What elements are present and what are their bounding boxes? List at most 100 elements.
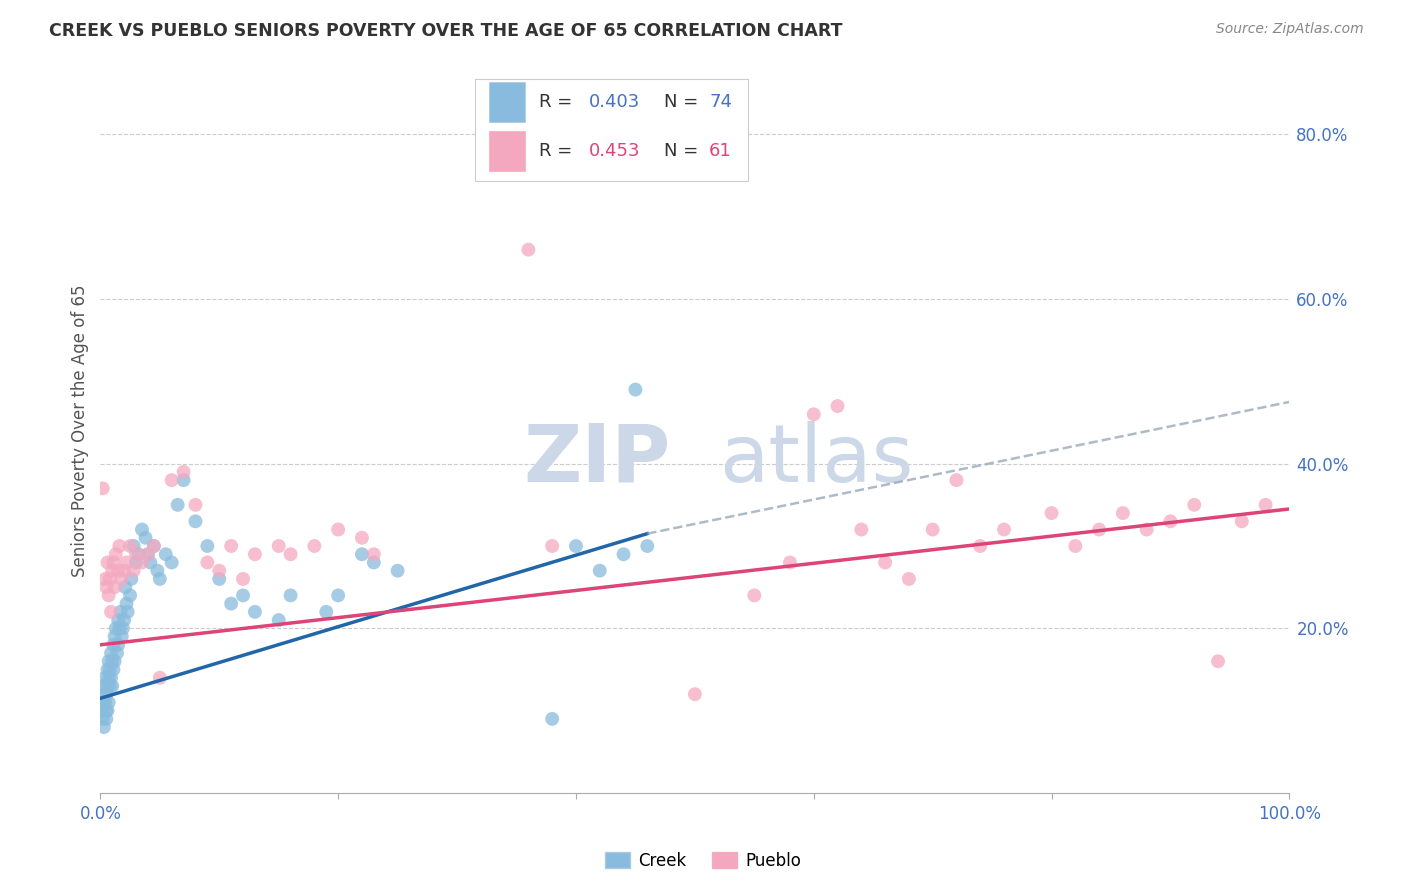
Point (1112, 506, 1135, 520)
Text: ZIP: ZIP (524, 421, 671, 499)
Point (969, 539, 991, 553)
Point (208, 564, 231, 578)
Point (328, 523, 350, 537)
Point (120, 572, 142, 586)
Point (101, 564, 124, 578)
Point (93, 679, 115, 693)
Point (100, 671, 122, 685)
Point (125, 556, 148, 570)
Point (97, 671, 120, 685)
Point (101, 654, 124, 668)
Point (96, 704, 118, 718)
Point (108, 539, 131, 553)
Point (280, 588, 302, 602)
Point (1040, 506, 1063, 520)
Point (98, 679, 121, 693)
Y-axis label: Seniors Poverty Over the Age of 65: Seniors Poverty Over the Age of 65 (72, 285, 89, 577)
Point (517, 243, 540, 257)
Point (683, 687, 706, 701)
Text: 61: 61 (709, 142, 733, 160)
Point (945, 473, 967, 487)
Point (101, 679, 124, 693)
Point (541, 539, 564, 553)
Point (219, 597, 242, 611)
Point (125, 547, 148, 561)
Point (136, 547, 159, 561)
Point (1254, 498, 1277, 512)
Point (100, 605, 122, 619)
Point (111, 630, 134, 644)
Point (1159, 514, 1181, 528)
Point (173, 473, 195, 487)
Point (173, 465, 195, 479)
Point (135, 531, 157, 545)
Point (96, 679, 118, 693)
Point (363, 547, 385, 561)
Point (195, 539, 218, 553)
Point (565, 539, 588, 553)
Point (851, 523, 873, 537)
Point (827, 399, 849, 413)
Point (97, 695, 120, 709)
Point (104, 580, 127, 594)
Point (96, 663, 118, 677)
Point (122, 539, 145, 553)
Point (131, 523, 153, 537)
Point (612, 547, 634, 561)
Point (779, 556, 801, 570)
Point (105, 646, 128, 660)
Point (96, 580, 118, 594)
Point (115, 597, 138, 611)
Point (96, 712, 118, 726)
Point (232, 588, 254, 602)
Point (120, 588, 142, 602)
Text: R =: R = (538, 142, 578, 160)
Point (115, 556, 138, 570)
Point (94, 671, 117, 685)
Point (350, 547, 373, 561)
Point (1206, 654, 1229, 668)
Point (742, 588, 765, 602)
Point (166, 498, 188, 512)
Text: Source: ZipAtlas.com: Source: ZipAtlas.com (1216, 22, 1364, 37)
Point (541, 712, 564, 726)
Point (100, 646, 122, 660)
Point (96, 556, 118, 570)
Point (111, 572, 134, 586)
Point (803, 407, 825, 421)
Point (103, 638, 125, 652)
Point (98, 572, 121, 586)
Point (160, 473, 183, 487)
Point (875, 556, 897, 570)
FancyBboxPatch shape (489, 131, 524, 170)
Point (112, 564, 135, 578)
Point (96, 687, 118, 701)
Point (97, 588, 120, 602)
Point (94, 572, 117, 586)
Point (142, 539, 165, 553)
Point (1182, 498, 1205, 512)
Point (243, 547, 266, 561)
Point (636, 539, 658, 553)
Point (111, 621, 134, 635)
Point (267, 539, 290, 553)
Point (184, 514, 207, 528)
Text: atlas: atlas (718, 421, 912, 499)
Point (232, 572, 254, 586)
FancyBboxPatch shape (489, 82, 524, 122)
Text: CREEK VS PUEBLO SENIORS POVERTY OVER THE AGE OF 65 CORRELATION CHART: CREEK VS PUEBLO SENIORS POVERTY OVER THE… (49, 22, 842, 40)
Point (114, 580, 136, 594)
Point (897, 572, 920, 586)
Point (104, 654, 127, 668)
Point (184, 498, 207, 512)
Point (91, 695, 114, 709)
Point (91, 482, 114, 496)
Point (94, 695, 117, 709)
FancyBboxPatch shape (475, 79, 748, 181)
Point (993, 523, 1015, 537)
Point (97, 654, 120, 668)
Point (387, 564, 409, 578)
Point (280, 547, 302, 561)
Point (160, 556, 183, 570)
Point (142, 539, 165, 553)
